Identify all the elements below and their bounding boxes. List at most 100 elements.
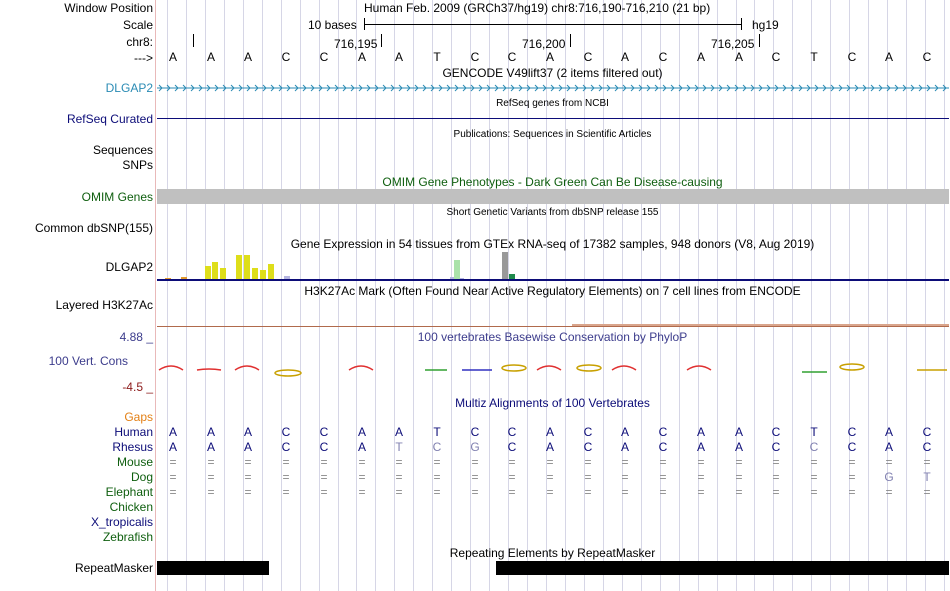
publications-snps-label[interactable]: SNPs [122,158,153,172]
gtex-tissue-bar[interactable] [450,277,456,280]
species-label-rhesus[interactable]: Rhesus [112,440,153,454]
species-label-human[interactable]: Human [114,425,153,439]
strand-chevron [454,84,459,92]
strand-chevron [550,84,555,92]
h3k27ac-track-label[interactable]: Layered H3K27Ac [55,298,153,312]
window-position-label[interactable]: Window Position [64,1,153,15]
multiz-track-title[interactable]: Multiz Alignments of 100 Vertebrates [455,396,650,410]
species-label-mouse[interactable]: Mouse [116,455,153,469]
omim-track-title[interactable]: OMIM Gene Phenotypes - Dark Green Can Be… [382,175,723,189]
alignment-base: C [922,425,932,439]
alignment-base: = [810,485,818,499]
species-label-elephant[interactable]: Elephant [105,485,153,499]
gencode-track-title[interactable]: GENCODE V49lift37 (2 items filtered out) [442,66,663,80]
strand-chevron [750,84,755,92]
repeatmasker-track-label[interactable]: RepeatMasker [74,561,153,575]
gtex-tissue-bar[interactable] [502,252,508,280]
alignment-base: A [620,440,629,454]
dlgap2-gene-feature[interactable] [157,81,949,95]
strand-chevron [446,84,451,92]
gtex-tissue-bar[interactable] [244,255,250,280]
species-label-chicken[interactable]: Chicken [109,500,153,514]
grid-line [489,0,490,591]
refseq-track-title[interactable]: RefSeq genes from NCBI [496,98,609,109]
grid-line [641,0,642,591]
alignment-base: = [320,455,328,469]
repeatmasker-track-title[interactable]: Repeating Elements by RepeatMasker [449,546,656,560]
repeat-element[interactable] [496,561,949,575]
grid-line [262,0,263,591]
gtex-tissue-bar[interactable] [260,270,266,280]
h3k27ac-signal-line[interactable] [157,326,949,327]
dbsnp-track-title[interactable]: Short Genetic Variants from dbSNP releas… [446,207,659,218]
strand-arrow-label[interactable]: ---> [134,51,153,65]
grid-line [679,0,680,591]
gtex-tissue-bar[interactable] [454,260,460,280]
gtex-tissue-bar[interactable] [509,274,515,280]
species-label-x_tropicalis[interactable]: X_tropicalis [90,515,153,529]
alignment-base: = [848,485,856,499]
species-label-zebrafish[interactable]: Zebrafish [102,530,153,544]
omim-feature-bar[interactable] [157,189,949,204]
gtex-gene-line[interactable] [157,279,949,281]
grid-line [319,0,320,591]
scale-label[interactable]: Scale [122,18,153,32]
gtex-tissue-bar[interactable] [181,277,187,280]
cons-track-label[interactable]: 100 Vert. Cons [48,354,128,368]
grid-line [830,0,831,591]
refseq-gene-line[interactable] [157,118,949,119]
alignment-base: C [583,425,593,439]
strand-chevron [758,84,763,92]
alignment-base: C [319,440,329,454]
alignment-base: = [207,455,215,469]
repeat-element[interactable] [157,561,269,575]
gtex-tissue-bar[interactable] [284,276,290,280]
gtex-tissue-bar[interactable] [205,266,211,280]
grid-line [413,0,414,591]
strand-chevron [438,84,443,92]
publications-sequences-label[interactable]: Sequences [92,143,153,157]
grid-line [736,0,737,591]
alignment-base: C [658,425,668,439]
gencode-track-label[interactable]: DLGAP2 [105,81,153,95]
gtex-track-title[interactable]: Gene Expression in 54 tissues from GTEx … [290,237,815,251]
alignment-base: C [507,440,517,454]
alignment-base: = [772,485,780,499]
alignment-base: = [697,455,705,469]
gtex-tissue-bar[interactable] [220,268,226,280]
gtex-tissue-bar[interactable] [236,255,242,280]
gtex-bar-chart[interactable] [157,250,949,280]
refseq-track-label[interactable]: RefSeq Curated [66,112,153,126]
alignment-base: = [358,470,366,484]
gtex-track-label[interactable]: DLGAP2 [105,260,153,274]
cons-track-title[interactable]: 100 vertebrates Basewise Conservation by… [417,330,688,344]
gtex-tissue-bar[interactable] [252,268,258,280]
alignment-base: = [282,470,290,484]
cons-logo-glyphs[interactable] [157,360,949,380]
grid-line [565,0,566,591]
strand-chevron [782,84,787,92]
alignment-base: A [884,425,893,439]
strand-chevron [542,84,547,92]
grid-line [792,0,793,591]
species-label-dog[interactable]: Dog [130,470,153,484]
dbsnp-track-label[interactable]: Common dbSNP(155) [34,221,153,235]
gtex-tissue-bar[interactable] [212,262,218,280]
strand-chevron [934,84,939,92]
grid-line [906,0,907,591]
strand-chevron [846,84,851,92]
gtex-tissue-bar[interactable] [268,264,274,280]
omim-track-label[interactable]: OMIM Genes [81,190,153,204]
strand-chevron [198,84,203,92]
publications-track-title[interactable]: Publications: Sequences in Scientific Ar… [453,129,652,140]
strand-chevron [702,84,707,92]
strand-chevron [190,84,195,92]
strand-chevron [382,84,387,92]
alignment-base: = [169,455,177,469]
alignment-base: C [470,425,480,439]
gaps-label[interactable]: Gaps [124,410,153,424]
h3k27ac-track-title[interactable]: H3K27Ac Mark (Often Found Near Active Re… [304,284,801,298]
chrom-label[interactable]: chr8: [126,35,153,49]
grid-line [773,0,774,591]
ruler-tick-label: 716,200 [522,37,566,51]
